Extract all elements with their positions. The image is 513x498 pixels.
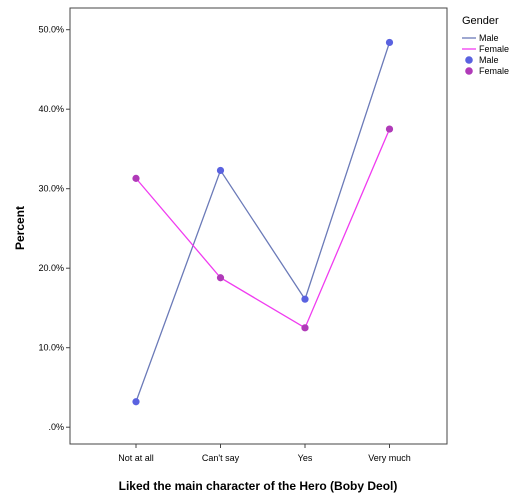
x-tick-label: Very much (368, 453, 411, 463)
y-tick-label: 30.0% (38, 184, 64, 194)
y-tick-label: 10.0% (38, 343, 64, 353)
data-point-male (301, 295, 309, 303)
legend-marker-swatch (465, 67, 473, 75)
series-points (132, 38, 394, 406)
series-lines (135, 42, 391, 402)
y-tick-label: 50.0% (38, 25, 64, 35)
x-tick-label: Yes (298, 453, 313, 463)
plot-area (69, 7, 448, 445)
legend-marker-swatch (465, 56, 473, 64)
data-point-female (216, 274, 225, 282)
x-axis-title: Liked the main character of the Hero (Bo… (119, 479, 398, 493)
y-tick-label: .0% (48, 422, 64, 432)
legend-label: Female (479, 66, 509, 76)
data-point-female (301, 324, 309, 332)
data-point-male (132, 398, 140, 406)
legend-label: Female (479, 44, 509, 54)
data-point-female (385, 125, 394, 133)
x-tick-label: Not at all (118, 453, 154, 463)
legend-label: Male (479, 33, 499, 43)
data-point-male (385, 38, 394, 47)
x-axis: Not at all Can't say Yes Very much (118, 444, 411, 463)
series-line-female (135, 128, 391, 329)
y-tick-label: 20.0% (38, 263, 64, 273)
y-axis-title: Percent (13, 206, 27, 250)
series-line-male (135, 42, 391, 402)
data-point-female (132, 174, 140, 182)
y-tick-label: 40.0% (38, 104, 64, 114)
data-point-male (216, 166, 225, 175)
y-axis: .0% 10.0% 20.0% 30.0% 40.0% 50.0% (38, 25, 70, 432)
legend-title: Gender (462, 15, 499, 27)
legend-label: Male (479, 55, 499, 65)
x-tick-label: Can't say (202, 453, 240, 463)
